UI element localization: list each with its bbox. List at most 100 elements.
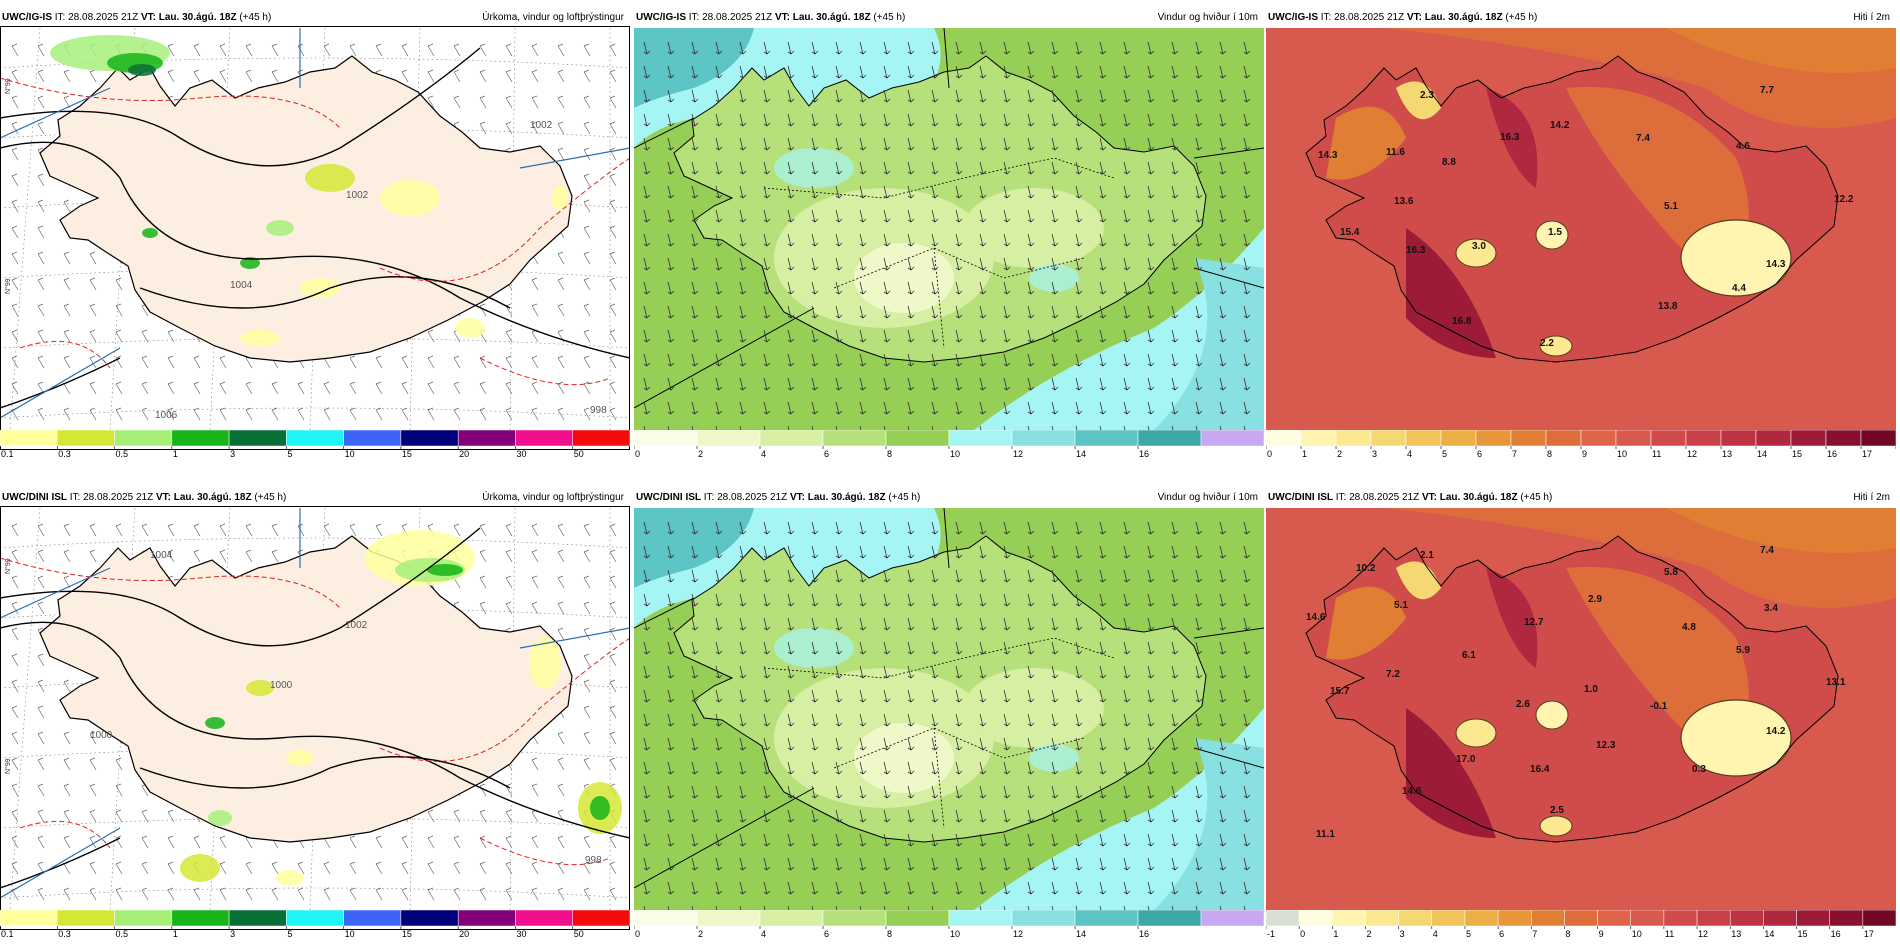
colorbar-tick-label: 0.1 bbox=[1, 449, 14, 459]
map-area[interactable]: 10041002100099810061000N°99N°99 bbox=[0, 508, 630, 910]
coastline bbox=[1305, 535, 1839, 843]
colorbar-tick-label: 12 bbox=[1687, 449, 1697, 459]
init-time: 28.08.2025 21Z bbox=[1349, 492, 1420, 503]
colorbar-swatch bbox=[1464, 910, 1499, 927]
isobar-label: 1006 bbox=[155, 410, 178, 421]
colorbar-swatch bbox=[1398, 910, 1433, 927]
colorbar-tick-label: 10 bbox=[950, 929, 960, 939]
forecast-panel-p1: UWC/IG-IS IT: 28.08.2025 21Z VT: Lau. 30… bbox=[0, 8, 630, 468]
colorbar-swatch bbox=[343, 910, 402, 927]
colorbar-tick-label: 6 bbox=[1499, 929, 1504, 939]
isobar-labels: 1002 1002 1004 998 1006 bbox=[155, 120, 607, 421]
temp-value-label: 14.6 bbox=[1402, 786, 1422, 797]
isobars bbox=[0, 527, 630, 889]
colorbar-swatch bbox=[515, 910, 573, 927]
colorbar-ticks: 0.1 0.3 0.5 1 3 5 10 15 20 30 50 bbox=[0, 446, 584, 459]
wind-arrows bbox=[643, 521, 1251, 910]
temp-value-label: 2.6 bbox=[1516, 699, 1530, 710]
map-area[interactable]: 1002 1002 1004 998 1006 N°99 N°99 bbox=[0, 28, 630, 430]
colorbar-swatch bbox=[400, 910, 459, 927]
colorbar-svg: -1 0 1 2 3 4 5 6 7 8 9 10 11 12 13 14 15 16 17 bbox=[1266, 910, 1896, 939]
temp-value-label: 11.6 bbox=[1386, 147, 1405, 158]
colorbar-tick-label: 0 bbox=[1300, 929, 1305, 939]
colorbar-tick-label: 14 bbox=[1757, 449, 1767, 459]
axis-labels: N°99 N°99 bbox=[4, 558, 12, 774]
colorbar-swatch bbox=[286, 430, 344, 447]
colorbar-swatch bbox=[1074, 430, 1139, 447]
colorbar-swatch bbox=[1650, 430, 1687, 447]
temp-value-label: 11.1 bbox=[1316, 829, 1335, 840]
panel-frame bbox=[0, 26, 630, 450]
isobar-label: 998 bbox=[590, 405, 607, 416]
colorbar-swatch bbox=[457, 910, 516, 927]
colorbar-tick-label: 1 bbox=[173, 929, 178, 939]
isobar-label: 1002 bbox=[345, 620, 368, 631]
colorbar-swatch bbox=[696, 910, 761, 927]
init-time-label: IT: bbox=[1335, 492, 1347, 503]
isobars bbox=[0, 47, 630, 409]
map-area[interactable] bbox=[634, 28, 1264, 430]
colorbar-tick-label: 5 bbox=[1466, 929, 1471, 939]
valid-time: Lau. 30.ágú. 18Z bbox=[792, 12, 871, 23]
colorbar-swatch bbox=[634, 910, 698, 927]
colorbar: -1 0 1 2 3 4 5 6 7 8 9 10 11 12 13 14 15 16 17 bbox=[1266, 910, 1896, 940]
latitude-label: N°99 bbox=[4, 558, 12, 574]
temp-value-label: 13.1 bbox=[1826, 677, 1846, 688]
temp-value-label: 8.8 bbox=[1442, 157, 1456, 168]
precip-shading bbox=[50, 35, 568, 346]
lead-time: (+45 h) bbox=[1505, 12, 1538, 23]
temperature-labels: 2.1 7.4 10.2 5.8 14.6 5.1 2.9 3.4 12.7 4.8 6.1 5.9 7… bbox=[1306, 545, 1846, 840]
temp-value-label: 4.8 bbox=[1682, 622, 1696, 633]
colorbar-swatch bbox=[1431, 910, 1466, 927]
colorbar-swatch bbox=[1266, 910, 1300, 927]
colorbar-ticks: 0123456789101112131415161718 bbox=[1266, 446, 1896, 459]
colorbar-swatch bbox=[0, 910, 58, 927]
colorbar-tick-label: 3 bbox=[230, 449, 235, 459]
colorbar-swatch bbox=[1630, 910, 1665, 927]
colorbar-swatch bbox=[0, 430, 58, 447]
colorbar-tick-label: 50 bbox=[574, 929, 584, 939]
colorbar-tick-label: 6 bbox=[824, 449, 829, 459]
colorbar-tick-label: -1 bbox=[1267, 929, 1275, 939]
field-name: Úrkoma, vindur og loftþrýstingur bbox=[482, 12, 624, 23]
colorbar-tick-label: 0.1 bbox=[1, 929, 14, 939]
colorbar-swatches bbox=[634, 910, 1264, 927]
colorbar-swatch bbox=[1825, 430, 1862, 447]
colorbar-tick-label: 7 bbox=[1512, 449, 1517, 459]
temp-value-label: 17.0 bbox=[1456, 754, 1476, 765]
valid-time: Lau. 30.ágú. 18Z bbox=[807, 492, 886, 503]
forecast-panel-p2: UWC/IG-IS IT: 28.08.2025 21Z VT: Lau. 30… bbox=[634, 8, 1264, 468]
colorbar-swatch bbox=[885, 430, 950, 447]
colorbar-ticks: -1 0 1 2 3 4 5 6 7 8 9 10 11 12 13 14 15 16 17 bbox=[1266, 926, 1874, 939]
map-area[interactable]: 2.3 7.7 14.3 11.6 8.8 16.3 14.2 7.4 4.6 13.6 5.1 12… bbox=[1266, 28, 1896, 430]
colorbar-tick-label: 8 bbox=[887, 449, 892, 459]
colorbar-tick-label: 2 bbox=[1337, 449, 1342, 459]
map-area[interactable]: 2.1 7.4 10.2 5.8 14.6 5.1 2.9 3.4 12.7 4.8 6.1 5.9 7… bbox=[1266, 508, 1896, 910]
temp-value-label: 4.4 bbox=[1732, 283, 1746, 294]
colorbar-tick-label: 5 bbox=[287, 929, 292, 939]
colorbar-tick-label: 5 bbox=[287, 449, 292, 459]
colorbar-ticks: 0.1 0.3 0.5 1 3 5 10 15 20 30 50 bbox=[0, 926, 584, 939]
wind-speed-shading bbox=[634, 508, 1264, 910]
colorbar-tick-label: 0.5 bbox=[116, 929, 129, 939]
valid-time: Lau. 30.ágú. 18Z bbox=[1439, 492, 1518, 503]
colorbar-swatch bbox=[1335, 430, 1372, 447]
colorbar-swatch bbox=[1790, 430, 1827, 447]
colorbar-tick-label: 10 bbox=[1632, 929, 1642, 939]
colorbar-swatch bbox=[572, 430, 630, 447]
temp-value-label: 16.3 bbox=[1500, 132, 1520, 143]
temp-value-label: 0.3 bbox=[1692, 764, 1706, 775]
colorbar-swatch bbox=[1011, 430, 1076, 447]
colorbar-tick-label: 5 bbox=[1442, 449, 1447, 459]
colorbar-tick-label: 4 bbox=[761, 929, 766, 939]
colorbar-tick-label: 14 bbox=[1076, 449, 1086, 459]
forecast-panel-p5: UWC/DINI ISL IT: 28.08.2025 21Z VT: Lau.… bbox=[634, 488, 1264, 948]
colorbar-tick-label: 8 bbox=[887, 929, 892, 939]
colorbar-tick-label: 13 bbox=[1722, 449, 1732, 459]
map-area[interactable] bbox=[634, 508, 1264, 910]
valid-time-label: VT: bbox=[1421, 492, 1437, 503]
colorbar-svg: 0 2 4 6 8 10 12 14 16 bbox=[634, 430, 1264, 459]
isobar-label: 1004 bbox=[150, 550, 173, 561]
latitude-label: N°99 bbox=[4, 78, 12, 94]
axis-labels: N°99 N°99 bbox=[4, 78, 12, 294]
